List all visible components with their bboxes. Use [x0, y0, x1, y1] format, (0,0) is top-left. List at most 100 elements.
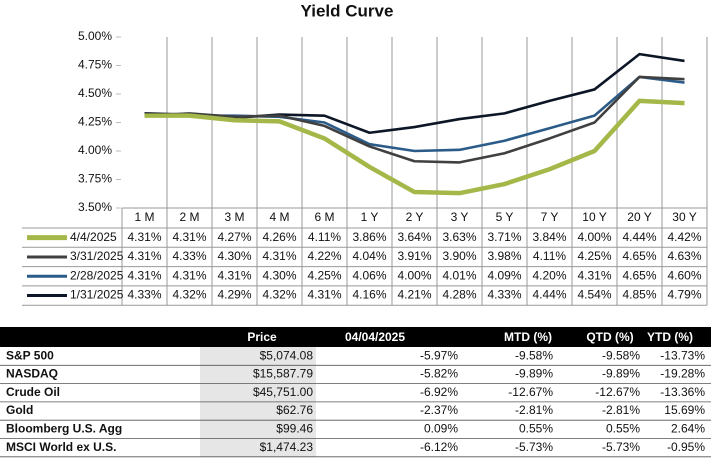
- table-header-bg: [0, 327, 711, 347]
- data-label: 4.85%: [622, 288, 656, 302]
- table-cell: -12.67%: [508, 385, 553, 399]
- y-tick-label: 4.75%: [78, 58, 112, 72]
- table-cell: 2.64%: [671, 422, 705, 436]
- data-label: 4.31%: [262, 249, 296, 263]
- data-label: 4.60%: [667, 268, 701, 282]
- data-label: 4.31%: [577, 268, 611, 282]
- data-label: 4.20%: [532, 268, 566, 282]
- x-tick-label: 6 M: [314, 210, 334, 224]
- legend-label: 4/4/2025: [70, 230, 117, 244]
- data-label: 4.32%: [172, 288, 206, 302]
- table-cell: 0.55%: [519, 422, 553, 436]
- row-label: Gold: [6, 403, 33, 417]
- data-label: 4.21%: [397, 288, 431, 302]
- x-tick-label: 10 Y: [582, 210, 606, 224]
- column-header: QTD (%): [586, 330, 633, 344]
- data-label: 4.31%: [127, 249, 161, 263]
- data-label: 3.64%: [397, 230, 431, 244]
- legend-label: 2/28/2025: [70, 268, 124, 282]
- data-label: 4.31%: [172, 230, 206, 244]
- row-label: S&P 500: [6, 348, 54, 362]
- table-cell: -2.37%: [420, 403, 458, 417]
- table-cell: -9.58%: [515, 348, 553, 362]
- data-label: 4.29%: [217, 288, 251, 302]
- table-cell: -5.82%: [420, 367, 458, 381]
- data-label: 4.33%: [487, 288, 521, 302]
- data-label: 4.22%: [307, 249, 341, 263]
- table-cell: $62.76: [276, 403, 313, 417]
- legend-label: 3/31/2025: [70, 249, 124, 263]
- legend-label: 1/31/2025: [70, 288, 124, 302]
- table-cell: $45,751.00: [253, 385, 313, 399]
- data-label: 4.42%: [667, 230, 701, 244]
- data-label: 4.31%: [307, 288, 341, 302]
- chart-title: Yield Curve: [301, 1, 394, 20]
- x-tick-label: 1 Y: [361, 210, 379, 224]
- column-header: 04/04/2025: [345, 330, 405, 344]
- data-label: 3.84%: [532, 230, 566, 244]
- data-label: 4.65%: [622, 268, 656, 282]
- table-cell: -6.12%: [420, 440, 458, 454]
- y-tick-label: 4.50%: [78, 86, 112, 100]
- data-label: 4.63%: [667, 249, 701, 263]
- data-label: 4.33%: [172, 249, 206, 263]
- table-cell: -5.97%: [420, 348, 458, 362]
- data-label: 4.11%: [533, 249, 566, 263]
- y-tick-label: 4.00%: [78, 143, 112, 157]
- data-label: 4.31%: [127, 230, 161, 244]
- column-header: Price: [247, 330, 277, 344]
- x-tick-label: 3 M: [224, 210, 244, 224]
- column-header: MTD (%): [504, 330, 552, 344]
- y-tick-label: 4.25%: [78, 115, 112, 129]
- data-label: 4.32%: [262, 288, 296, 302]
- data-label: 4.04%: [352, 249, 386, 263]
- x-tick-label: 1 M: [134, 210, 154, 224]
- y-tick-label: 3.50%: [78, 200, 112, 214]
- data-label: 4.01%: [442, 268, 476, 282]
- table-cell: -5.73%: [515, 440, 553, 454]
- x-tick-label: 2 M: [179, 210, 199, 224]
- table-cell: -9.89%: [515, 367, 553, 381]
- data-label: 4.65%: [622, 249, 656, 263]
- data-label: 3.63%: [442, 230, 476, 244]
- data-label: 4.30%: [217, 249, 251, 263]
- table-cell: -12.67%: [595, 385, 640, 399]
- data-label: 4.54%: [577, 288, 611, 302]
- data-label: 3.71%: [487, 230, 521, 244]
- table-cell: 0.55%: [606, 422, 640, 436]
- table-cell: $99.46: [276, 422, 313, 436]
- table-cell: -19.28%: [660, 367, 705, 381]
- y-tick-label: 3.75%: [78, 172, 112, 186]
- data-label: 4.06%: [352, 268, 386, 282]
- data-label: 4.25%: [577, 249, 611, 263]
- data-label: 4.09%: [487, 268, 521, 282]
- table-cell: -2.81%: [602, 403, 640, 417]
- row-label: MSCI World ex U.S.: [6, 440, 116, 454]
- data-label: 4.31%: [172, 268, 206, 282]
- table-cell: -13.73%: [660, 348, 705, 362]
- column-header: YTD (%): [647, 330, 693, 344]
- table-cell: -2.81%: [515, 403, 553, 417]
- table-cell: -13.36%: [660, 385, 705, 399]
- table-cell: $15,587.79: [253, 367, 313, 381]
- x-tick-label: 20 Y: [627, 210, 651, 224]
- x-tick-label: 2 Y: [406, 210, 424, 224]
- row-label: Bloomberg U.S. Agg: [6, 422, 122, 436]
- data-label: 3.91%: [397, 249, 431, 263]
- row-label: NASDAQ: [6, 367, 58, 381]
- table-cell: $5,074.08: [260, 348, 314, 362]
- data-label: 4.44%: [622, 230, 656, 244]
- data-label: 4.26%: [262, 230, 296, 244]
- data-label: 4.44%: [532, 288, 566, 302]
- table-cell: $1,474.23: [260, 440, 314, 454]
- table-cell: 15.69%: [664, 403, 705, 417]
- data-label: 4.25%: [307, 268, 341, 282]
- table-cell: -5.73%: [602, 440, 640, 454]
- data-label: 4.00%: [397, 268, 431, 282]
- data-label: 4.11%: [308, 230, 341, 244]
- data-label: 3.86%: [352, 230, 386, 244]
- x-tick-label: 4 M: [269, 210, 289, 224]
- data-label: 3.90%: [442, 249, 476, 263]
